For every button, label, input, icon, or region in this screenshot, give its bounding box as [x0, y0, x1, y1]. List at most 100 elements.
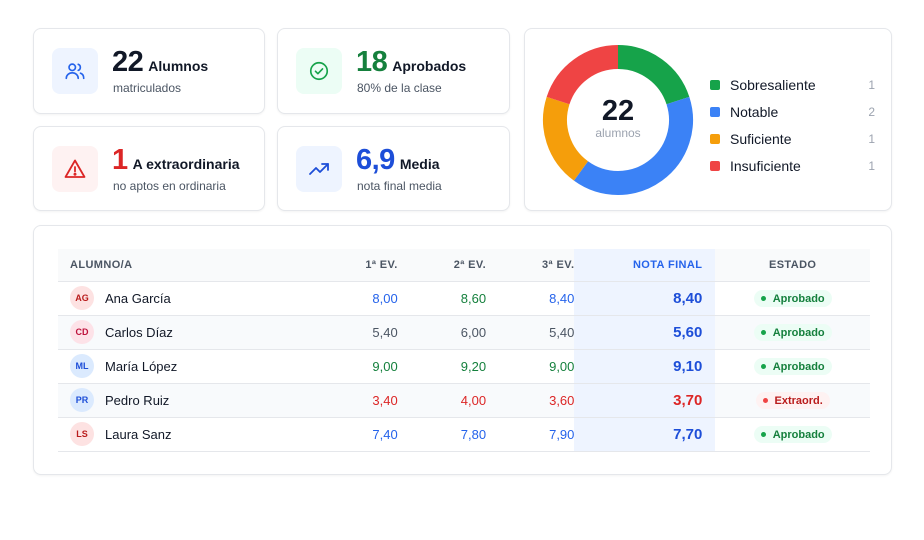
legend-name: Notable	[730, 103, 779, 120]
stat-subtitle: no aptos en ordinaria	[113, 179, 226, 193]
status-dot	[760, 432, 766, 437]
grade-ev3: 9,00	[486, 349, 575, 384]
grades-table-card: ALUMNO/A 1ª EV. 2ª EV. 3ª EV. NOTA FINAL…	[33, 225, 892, 475]
student-cell: LS Laura Sanz	[58, 417, 300, 452]
status-badge: Aprobado	[753, 324, 832, 341]
avatar: CD	[70, 320, 94, 344]
legend-count: 1	[868, 131, 875, 146]
table-row[interactable]: PR Pedro Ruiz 3,40 4,00 3,60 3,70 Extraor…	[58, 383, 870, 418]
legend-name: Sobresaliente	[730, 76, 816, 93]
table-row[interactable]: LS Laura Sanz 7,40 7,80 7,90 7,70 Aprobad…	[58, 417, 870, 452]
status-text: Aprobado	[772, 326, 825, 339]
stat-value: 18	[356, 46, 388, 78]
student-name: María López	[105, 358, 178, 374]
legend-count: 1	[868, 77, 875, 92]
final-grade: 5,60	[574, 315, 716, 350]
student-name: Pedro Ruiz	[105, 392, 170, 408]
grade-ev1: 7,40	[299, 417, 398, 452]
donut-legend: Sobresaliente 1 Notable 2 Suficiente 1 Insu…	[710, 71, 875, 179]
stat-value: 1	[112, 144, 128, 176]
status-dot	[760, 364, 766, 369]
grade-distribution-card: 22 alumnos Sobresaliente 1 Notable 2 Sufic…	[524, 28, 892, 211]
status-badge: Aprobado	[753, 426, 832, 443]
status-cell: Aprobado	[715, 417, 870, 452]
donut-center-label: alumnos	[595, 126, 640, 140]
grades-table: ALUMNO/A 1ª EV. 2ª EV. 3ª EV. NOTA FINAL…	[58, 249, 870, 452]
header-status: ESTADO	[715, 249, 870, 282]
donut-segment-suficiente	[543, 96, 589, 181]
legend-item: Suficiente 1	[710, 125, 875, 152]
final-grade: 8,40	[574, 281, 716, 316]
legend-item: Insuficiente 1	[710, 152, 875, 179]
stat-card-students: 22 Alumnos matriculados	[33, 28, 265, 114]
grade-ev3: 3,60	[486, 383, 575, 418]
avatar: AG	[70, 286, 94, 310]
stat-subtitle: 80% de la clase	[357, 81, 442, 95]
grade-ev1: 5,40	[299, 315, 398, 350]
donut-segments	[543, 45, 693, 195]
table-row[interactable]: CD Carlos Díaz 5,40 6,00 5,40 5,60 Aproba…	[58, 315, 870, 350]
grade-ev1: 3,40	[299, 383, 398, 418]
donut-center-value: 22	[602, 95, 634, 127]
student-name: Carlos Díaz	[105, 324, 173, 340]
grade-ev3: 5,40	[486, 315, 575, 350]
stat-label: Media	[399, 156, 440, 172]
student-name: Laura Sanz	[105, 426, 172, 442]
legend-item: Notable 2	[710, 98, 875, 125]
stat-card-passed: 18 Aprobados 80% de la clase	[277, 28, 510, 114]
header-final: NOTA FINAL	[574, 249, 716, 282]
student-cell: CD Carlos Díaz	[58, 315, 300, 350]
grade-ev1: 8,00	[299, 281, 398, 316]
table-header-row: ALUMNO/A 1ª EV. 2ª EV. 3ª EV. NOTA FINAL…	[58, 249, 870, 282]
final-grade: 9,10	[574, 349, 716, 384]
stat-value: 6,9	[356, 144, 395, 176]
legend-swatch	[710, 106, 720, 117]
grade-ev2: 8,60	[397, 281, 487, 316]
legend-item: Sobresaliente 1	[710, 71, 875, 98]
student-cell: PR Pedro Ruiz	[58, 383, 300, 418]
legend-swatch	[710, 79, 720, 90]
legend-swatch	[710, 133, 720, 144]
donut-segment-insuficiente	[546, 45, 619, 105]
status-text: Aprobado	[772, 292, 825, 305]
grade-ev2: 7,80	[397, 417, 487, 452]
header-student: ALUMNO/A	[58, 249, 300, 282]
stat-subtitle: nota final media	[357, 179, 442, 193]
status-text: Aprobado	[772, 428, 825, 441]
stat-label: Alumnos	[148, 58, 209, 74]
warning-triangle-icon	[64, 159, 86, 178]
grade-ev3: 8,40	[486, 281, 575, 316]
legend-swatch	[710, 160, 720, 171]
users-icon	[65, 63, 85, 80]
status-cell: Aprobado	[715, 349, 870, 384]
grade-ev1: 9,00	[299, 349, 398, 384]
donut-chart: 22 alumnos	[543, 45, 693, 195]
status-badge: Aprobado	[753, 358, 832, 375]
header-ev2: 2ª EV.	[397, 249, 487, 282]
trending-up-icon	[309, 163, 329, 175]
status-dot	[760, 330, 766, 335]
student-cell: AG Ana García	[58, 281, 300, 316]
stat-value: 22	[112, 46, 144, 78]
stat-card-average: 6,9 Media nota final media	[277, 126, 510, 211]
status-badge: Aprobado	[753, 290, 832, 307]
donut-segment-sobresaliente	[617, 45, 690, 105]
final-grade: 7,70	[574, 417, 716, 452]
table-row[interactable]: ML María López 9,00 9,20 9,00 9,10 Aproba…	[58, 349, 870, 384]
legend-name: Insuficiente	[730, 157, 801, 174]
status-badge: Extraord.	[755, 392, 830, 409]
stat-subtitle: matriculados	[113, 81, 182, 95]
student-cell: ML María López	[58, 349, 300, 384]
status-text: Extraord.	[774, 394, 823, 407]
header-ev1: 1ª EV.	[299, 249, 398, 282]
table-row[interactable]: AG Ana García 8,00 8,60 8,40 8,40 Aprobad…	[58, 281, 870, 316]
grade-ev2: 6,00	[397, 315, 487, 350]
icon-box	[52, 48, 98, 94]
status-dot	[760, 296, 766, 301]
status-text: Aprobado	[772, 360, 825, 373]
legend-count: 1	[868, 158, 875, 173]
icon-box	[296, 48, 342, 94]
stat-label: A extraordinaria	[132, 156, 240, 172]
status-cell: Aprobado	[715, 315, 870, 350]
